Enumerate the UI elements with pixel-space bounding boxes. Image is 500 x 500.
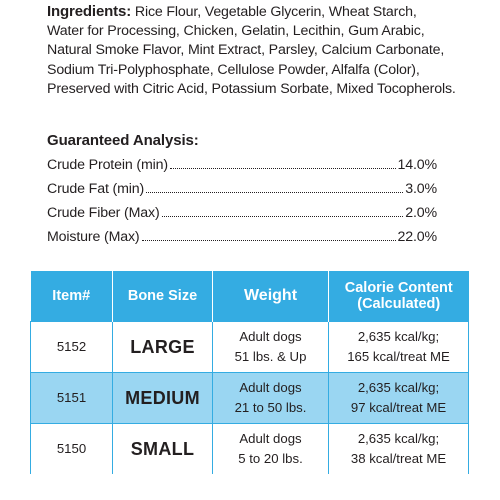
calorie-line1: 2,635 kcal/kg; xyxy=(357,380,440,395)
dot-leader xyxy=(141,240,396,241)
calorie-line2: 38 kcal/treat ME xyxy=(350,451,447,466)
calorie-line1: 2,635 kcal/kg; xyxy=(357,431,440,446)
cell-weight: Adult dogs 21 to 50 lbs. xyxy=(212,372,329,424)
cell-bone-size: SMALL xyxy=(112,423,213,474)
weight-line2: 51 lbs. & Up xyxy=(234,349,307,364)
analysis-row-fiber: Crude Fiber (Max) 2.0% xyxy=(47,205,437,221)
calorie-line2: 165 kcal/treat ME xyxy=(347,349,450,364)
analysis-name: Crude Fat (min) xyxy=(47,181,145,197)
header-item: Item# xyxy=(30,271,113,322)
analysis-name: Moisture (Max) xyxy=(47,229,140,245)
analysis-value: 3.0% xyxy=(405,181,437,197)
cell-item: 5152 xyxy=(30,321,113,373)
cell-item: 5151 xyxy=(30,372,113,424)
weight-line1: Adult dogs xyxy=(239,380,302,395)
ingredients-label: Ingredients: xyxy=(47,3,132,20)
header-calorie-content: Calorie Content (Calculated) xyxy=(328,271,469,322)
table-row: 5152 LARGE Adult dogs 51 lbs. & Up 2,635 … xyxy=(30,321,469,373)
weight-line2: 21 to 50 lbs. xyxy=(234,400,307,415)
analysis-row-fat: Crude Fat (min) 3.0% xyxy=(47,181,437,197)
weight-line2: 5 to 20 lbs. xyxy=(238,451,303,466)
analysis-value: 14.0% xyxy=(397,157,438,173)
cell-weight: Adult dogs 51 lbs. & Up xyxy=(212,321,329,373)
analysis-row-protein: Crude Protein (min) 14.0% xyxy=(47,157,437,173)
analysis-value: 22.0% xyxy=(397,229,438,245)
table-row: 5150 SMALL Adult dogs 5 to 20 lbs. 2,635 … xyxy=(30,423,469,474)
analysis-row-moisture: Moisture (Max) 22.0% xyxy=(47,229,437,245)
calorie-line1: 2,635 kcal/kg; xyxy=(357,329,440,344)
analysis-name: Crude Protein (min) xyxy=(47,157,168,173)
cell-bone-size: MEDIUM xyxy=(112,372,213,424)
cell-bone-size: LARGE xyxy=(112,321,213,373)
header-calorie-line1: Calorie Content xyxy=(344,280,453,296)
dot-leader xyxy=(169,168,396,169)
table-row: 5151 MEDIUM Adult dogs 21 to 50 lbs. 2,63… xyxy=(30,372,469,424)
ingredients-block: Ingredients: Rice Flour, Vegetable Glyce… xyxy=(47,2,457,99)
cell-weight: Adult dogs 5 to 20 lbs. xyxy=(212,423,329,474)
guaranteed-analysis-title: Guaranteed Analysis: xyxy=(47,132,199,149)
cell-calorie: 2,635 kcal/kg; 38 kcal/treat ME xyxy=(328,423,469,474)
header-calorie-line2: (Calculated) xyxy=(357,296,441,312)
dot-leader xyxy=(161,216,404,217)
header-weight: Weight xyxy=(212,271,329,322)
table-header-row: Item# Bone Size Weight Calorie Content (… xyxy=(30,271,469,322)
weight-line1: Adult dogs xyxy=(239,329,302,344)
analysis-value: 2.0% xyxy=(405,205,437,221)
bone-size-table: Item# Bone Size Weight Calorie Content (… xyxy=(30,271,469,474)
analysis-name: Crude Fiber (Max) xyxy=(47,205,160,221)
dot-leader xyxy=(146,192,404,193)
calorie-line2: 97 kcal/treat ME xyxy=(350,400,447,415)
cell-calorie: 2,635 kcal/kg; 165 kcal/treat ME xyxy=(328,321,469,373)
cell-item: 5150 xyxy=(30,423,113,474)
header-bone-size: Bone Size xyxy=(112,271,213,322)
weight-line1: Adult dogs xyxy=(239,431,302,446)
cell-calorie: 2,635 kcal/kg; 97 kcal/treat ME xyxy=(328,372,469,424)
ingredients-text: Rice Flour, Vegetable Glycerin, Wheat St… xyxy=(47,4,456,97)
